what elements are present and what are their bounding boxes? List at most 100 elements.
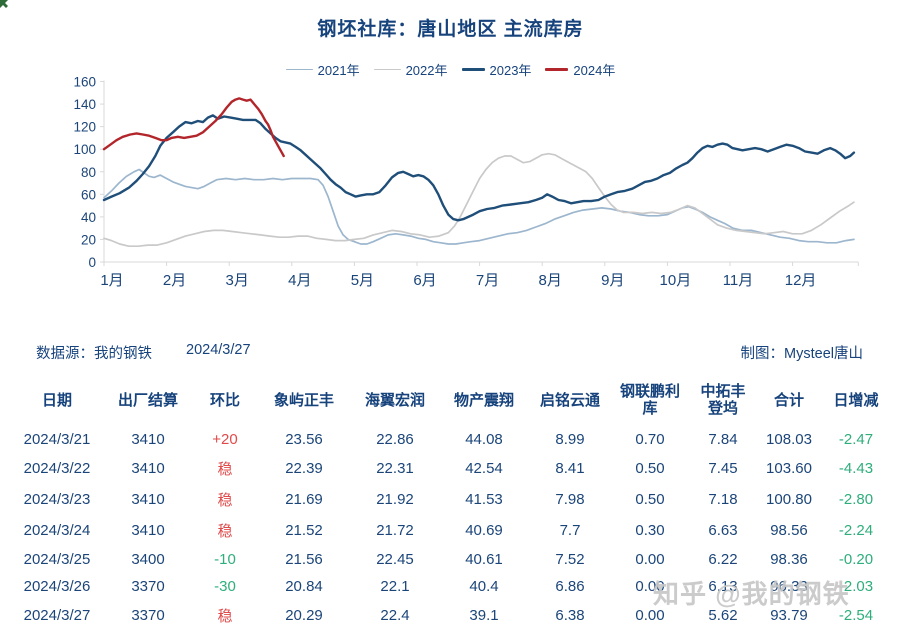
value-cell: 3370 bbox=[131, 577, 165, 595]
legend-swatch bbox=[461, 68, 485, 71]
column-header: 出厂结算 bbox=[117, 391, 178, 409]
x-tick-label: 5月 bbox=[351, 272, 374, 289]
value-cell: 100.80 bbox=[766, 490, 812, 508]
y-tick-label: 20 bbox=[81, 232, 96, 247]
date-cell: 2024/3/21 bbox=[23, 430, 91, 448]
value-cell: 98.36 bbox=[770, 550, 808, 568]
value-cell: 7.18 bbox=[708, 490, 738, 508]
x-tick-label: 4月 bbox=[288, 272, 311, 289]
value-cell: 21.72 bbox=[376, 521, 414, 539]
value-cell: 39.1 bbox=[469, 606, 499, 624]
value-cell: 0.50 bbox=[635, 490, 665, 508]
value-cell: 22.31 bbox=[376, 459, 414, 477]
date-cell: 2024/3/25 bbox=[23, 550, 91, 568]
value-cell: 7.84 bbox=[708, 430, 738, 448]
value-cell: 6.13 bbox=[708, 577, 738, 595]
column-header: 日期 bbox=[41, 391, 72, 409]
value-cell: 3410 bbox=[131, 459, 165, 477]
series-line-2021年 bbox=[103, 168, 855, 245]
value-cell: 44.08 bbox=[465, 430, 503, 448]
column-header: 钢联鹏利 库 bbox=[619, 383, 680, 418]
value-cell: +20 bbox=[212, 430, 238, 448]
value-cell: 7.7 bbox=[559, 521, 581, 539]
column-header: 海翼宏润 bbox=[364, 391, 425, 409]
value-cell: 40.61 bbox=[465, 550, 503, 568]
inventory-table: 日期 出厂结算 环比 象屿正丰 海翼宏润 物产震翔 启铭云通 钢联鹏利 库中拓丰 登坞 合计 日增… bbox=[10, 377, 892, 631]
value-cell: 22.86 bbox=[376, 430, 414, 448]
value-cell: -4.43 bbox=[838, 459, 874, 477]
date-cell: 2024/3/26 bbox=[23, 577, 91, 595]
table-row: 2024/3/24 3410 稳 21.52 21.72 40.69 7.7 0.30 6.63… bbox=[10, 515, 892, 546]
value-cell: 23.56 bbox=[285, 430, 323, 448]
value-cell: 稳 bbox=[217, 460, 233, 478]
value-cell: 0.70 bbox=[635, 430, 665, 448]
legend-label: 2024年 bbox=[573, 63, 616, 78]
value-cell: 6.63 bbox=[708, 521, 738, 539]
value-cell: 22.45 bbox=[376, 550, 414, 568]
chart-legend: 2021年 2022年 2023年 2024年 bbox=[0, 60, 901, 79]
date-cell: 2024/3/23 bbox=[23, 490, 91, 508]
series-line-2023年 bbox=[102, 114, 856, 222]
column-header: 物产震翔 bbox=[453, 391, 514, 409]
value-cell: 3410 bbox=[131, 490, 165, 508]
legend-swatch bbox=[545, 68, 569, 71]
x-tick-label: 3月 bbox=[226, 272, 249, 289]
table-row: 2024/3/27 3370 稳 20.29 22.4 39.1 6.38 0.00 5.62 9… bbox=[10, 600, 892, 631]
table-row: 2024/3/25 3400 -10 21.56 22.45 40.61 7.52 0.00 6… bbox=[10, 546, 892, 573]
legend-label: 2022年 bbox=[405, 63, 448, 78]
value-cell: -2.47 bbox=[838, 430, 874, 448]
chart-section: 0 20 40 60 80 100 120 140 160 1月 2月 3月 4月 5月 6月 7月 8月 9月 1… bbox=[0, 0, 901, 302]
chart-title: 钢坯社库：唐山地区 主流库房 bbox=[317, 19, 584, 40]
value-cell: 93.79 bbox=[770, 606, 808, 624]
column-header: 象屿正丰 bbox=[273, 391, 334, 409]
x-tick-label: 11月 bbox=[723, 272, 754, 289]
value-cell: 20.29 bbox=[285, 606, 323, 624]
x-tick-label: 7月 bbox=[476, 272, 499, 289]
value-cell: 22.1 bbox=[380, 577, 410, 595]
legend-label: 2023年 bbox=[489, 63, 532, 78]
value-cell: 103.60 bbox=[766, 459, 812, 477]
value-cell: 稳 bbox=[217, 522, 233, 540]
value-cell: 20.84 bbox=[285, 577, 323, 595]
x-tick-label: 8月 bbox=[539, 272, 562, 289]
value-cell: 22.39 bbox=[285, 459, 323, 477]
y-tick-label: 40 bbox=[81, 210, 96, 225]
value-cell: 6.86 bbox=[555, 577, 585, 595]
value-cell: -2.24 bbox=[838, 521, 874, 539]
value-cell: -2.54 bbox=[838, 606, 874, 624]
table-row: 2024/3/23 3410 稳 21.69 21.92 41.53 7.98 0.50 7.1… bbox=[10, 484, 892, 515]
column-header: 日增减 bbox=[833, 391, 879, 409]
value-cell: 108.03 bbox=[766, 430, 812, 448]
value-cell: 41.53 bbox=[465, 490, 503, 508]
x-tick-label: 9月 bbox=[601, 272, 624, 289]
value-cell: 0.00 bbox=[635, 577, 665, 595]
column-header: 中拓丰 登坞 bbox=[700, 383, 746, 418]
value-cell: 7.98 bbox=[555, 490, 585, 508]
value-cell: -2.80 bbox=[838, 490, 874, 508]
value-cell: 3400 bbox=[131, 550, 165, 568]
legend-item-2022年: 2022年 bbox=[373, 60, 448, 79]
corner-mark-icon bbox=[0, 0, 8, 8]
x-tick-label: 6月 bbox=[413, 272, 436, 289]
value-cell: 21.69 bbox=[285, 490, 323, 508]
column-header: 合计 bbox=[773, 391, 804, 409]
date-cell: 2024/3/22 bbox=[23, 459, 91, 477]
legend-item-2023年: 2023年 bbox=[461, 60, 532, 79]
chart-credit: 制图：Mysteel唐山 bbox=[740, 346, 863, 362]
series-line-2024年 bbox=[102, 97, 285, 158]
value-cell: 96.33 bbox=[770, 577, 808, 595]
value-cell: 5.62 bbox=[708, 606, 738, 624]
legend-item-2024年: 2024年 bbox=[545, 60, 615, 79]
value-cell: 0.30 bbox=[635, 521, 665, 539]
value-cell: 3370 bbox=[131, 606, 165, 624]
table-row: 2024/3/21 3410 +20 23.56 22.86 44.08 8.99 0.70 7… bbox=[10, 426, 892, 453]
x-tick-label: 2月 bbox=[163, 272, 186, 289]
value-cell: 8.99 bbox=[555, 430, 585, 448]
value-cell: 0.00 bbox=[635, 606, 665, 624]
inventory-chart-canvas: 0 20 40 60 80 100 120 140 160 1月 2月 3月 4月 5月 6月 7月 8月 9月 1… bbox=[73, 75, 859, 289]
y-tick-label: 160 bbox=[73, 75, 96, 90]
value-cell: -10 bbox=[214, 550, 236, 568]
value-cell: 6.38 bbox=[555, 606, 585, 624]
value-cell: 22.4 bbox=[380, 606, 410, 624]
data-source-label: 数据源：我的钢铁 bbox=[36, 346, 152, 362]
